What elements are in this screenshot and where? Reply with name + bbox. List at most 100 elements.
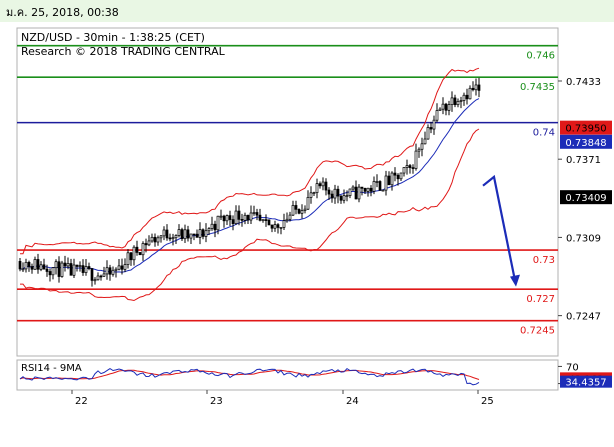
candle-body-109	[345, 195, 349, 197]
candle-body-75	[243, 214, 247, 221]
moving-average	[19, 98, 480, 273]
candle-body-150	[468, 87, 472, 100]
header-timestamp: ม.ค. 25, 2018, 00:38	[6, 6, 119, 19]
rsi-axis: 703042.16234.4357	[558, 362, 612, 391]
candle-body-82	[264, 219, 268, 221]
candle-body-96	[306, 197, 310, 210]
support-resistance-levels	[17, 44, 558, 322]
candle-body-78	[252, 212, 256, 214]
candle-body-140	[438, 108, 442, 111]
candle-body-35	[123, 264, 127, 270]
candle-body-106	[336, 188, 340, 197]
candle-body-73	[237, 210, 241, 220]
candle-body-9	[45, 268, 49, 272]
candle-body-102	[324, 181, 328, 191]
moving-average-line	[19, 98, 480, 273]
candle-body-5	[33, 259, 37, 270]
price-panel: NZD/USD - 30min - 1:38:25 (CET) Research…	[16, 27, 559, 357]
candle-body-10	[48, 271, 52, 276]
x-tick-label-2: 24	[346, 396, 359, 407]
candle-body-1	[21, 268, 25, 271]
candle-body-80	[258, 214, 262, 221]
chart-subtitle: Research © 2018 TRADING CENTRAL	[21, 45, 226, 58]
candle-body-48	[162, 229, 166, 237]
candle-body-49	[165, 229, 169, 239]
candle-body-90	[288, 214, 292, 220]
candle-body-131	[411, 167, 415, 169]
candle-body-0	[18, 261, 22, 270]
price-tags: 0.73950 0.73848 0.73409	[560, 120, 612, 205]
candle-body-37	[129, 252, 133, 261]
candle-body-118	[372, 181, 376, 192]
candle-body-98	[312, 192, 316, 194]
candle-body-114	[360, 186, 364, 189]
candle-body-14	[60, 262, 64, 277]
candle-body-28	[102, 273, 106, 277]
candle-body-130	[408, 165, 412, 168]
candle-body-125	[393, 172, 397, 176]
bollinger-bands	[19, 67, 480, 302]
candle-body-58	[192, 233, 196, 236]
candle-body-11	[51, 267, 55, 276]
candle-body-105	[333, 188, 337, 199]
candle-body-108	[342, 195, 346, 201]
candle-body-3	[27, 261, 31, 267]
candle-body-134	[420, 143, 424, 150]
rsi-tag-1: 34.4357	[565, 378, 606, 389]
candle-body-32	[114, 268, 118, 271]
candle-body-8	[42, 264, 46, 270]
candle-body-124	[390, 172, 394, 186]
candle-body-95	[303, 208, 307, 211]
candle-body-86	[276, 224, 280, 228]
candle-body-129	[405, 165, 409, 168]
rsi-tag-box-1	[560, 375, 612, 388]
rsi-title: RSI14 - 9MA	[21, 363, 82, 374]
rsi-ma-line	[19, 369, 480, 380]
x-tick-label-3: 25	[481, 396, 494, 407]
forecast-arrow-line	[482, 174, 517, 281]
candle-body-33	[117, 265, 121, 270]
chart-title: NZD/USD - 30min - 1:38:25 (CET)	[21, 31, 205, 44]
candle-body-45	[153, 236, 157, 243]
candle-body-52	[174, 235, 178, 239]
candle-body-81	[261, 219, 265, 221]
candle-body-121	[381, 189, 385, 192]
candle-body-100	[318, 183, 322, 187]
candle-body-112	[354, 186, 358, 200]
candle-body-27	[99, 275, 103, 278]
candle-body-94	[300, 210, 304, 214]
level-label-1: 0.7435	[520, 82, 555, 93]
candle-body-68	[222, 215, 226, 222]
candle-body-18	[72, 264, 76, 276]
y-tick-label-2: 0.7309	[566, 233, 601, 244]
candle-body-13	[57, 261, 61, 277]
candle-body-63	[207, 228, 211, 232]
level-label-3: 0.73	[533, 255, 555, 266]
candle-body-152	[474, 84, 478, 91]
candle-body-25	[93, 279, 97, 282]
time-axis: 22 23 24 25	[71, 390, 494, 407]
candle-body-144	[450, 97, 454, 105]
candle-body-46	[156, 237, 160, 243]
rsi-tick-label-0: 70	[566, 362, 579, 373]
candle-body-53	[177, 229, 181, 236]
candle-body-4	[30, 266, 34, 270]
candle-body-139	[435, 110, 439, 121]
candle-body-128	[402, 167, 406, 174]
candle-body-135	[423, 138, 427, 145]
candle-body-142	[444, 103, 448, 111]
candle-body-115	[363, 187, 367, 192]
price-axis: 0.7433 0.7371 0.7309 0.7247	[558, 77, 601, 323]
candle-body-133	[417, 148, 421, 152]
candle-body-66	[216, 215, 220, 231]
candle-body-107	[339, 195, 343, 201]
y-tick-label-3: 0.7247	[566, 312, 601, 323]
candle-body-59	[195, 233, 199, 238]
candle-body-148	[462, 94, 466, 101]
bollinger-upper	[19, 67, 480, 255]
candle-body-110	[348, 188, 352, 196]
candle-body-126	[396, 174, 400, 180]
price-panel-frame	[16, 27, 559, 357]
level-label-0: 0.746	[526, 51, 555, 62]
candle-body-21	[81, 265, 85, 273]
